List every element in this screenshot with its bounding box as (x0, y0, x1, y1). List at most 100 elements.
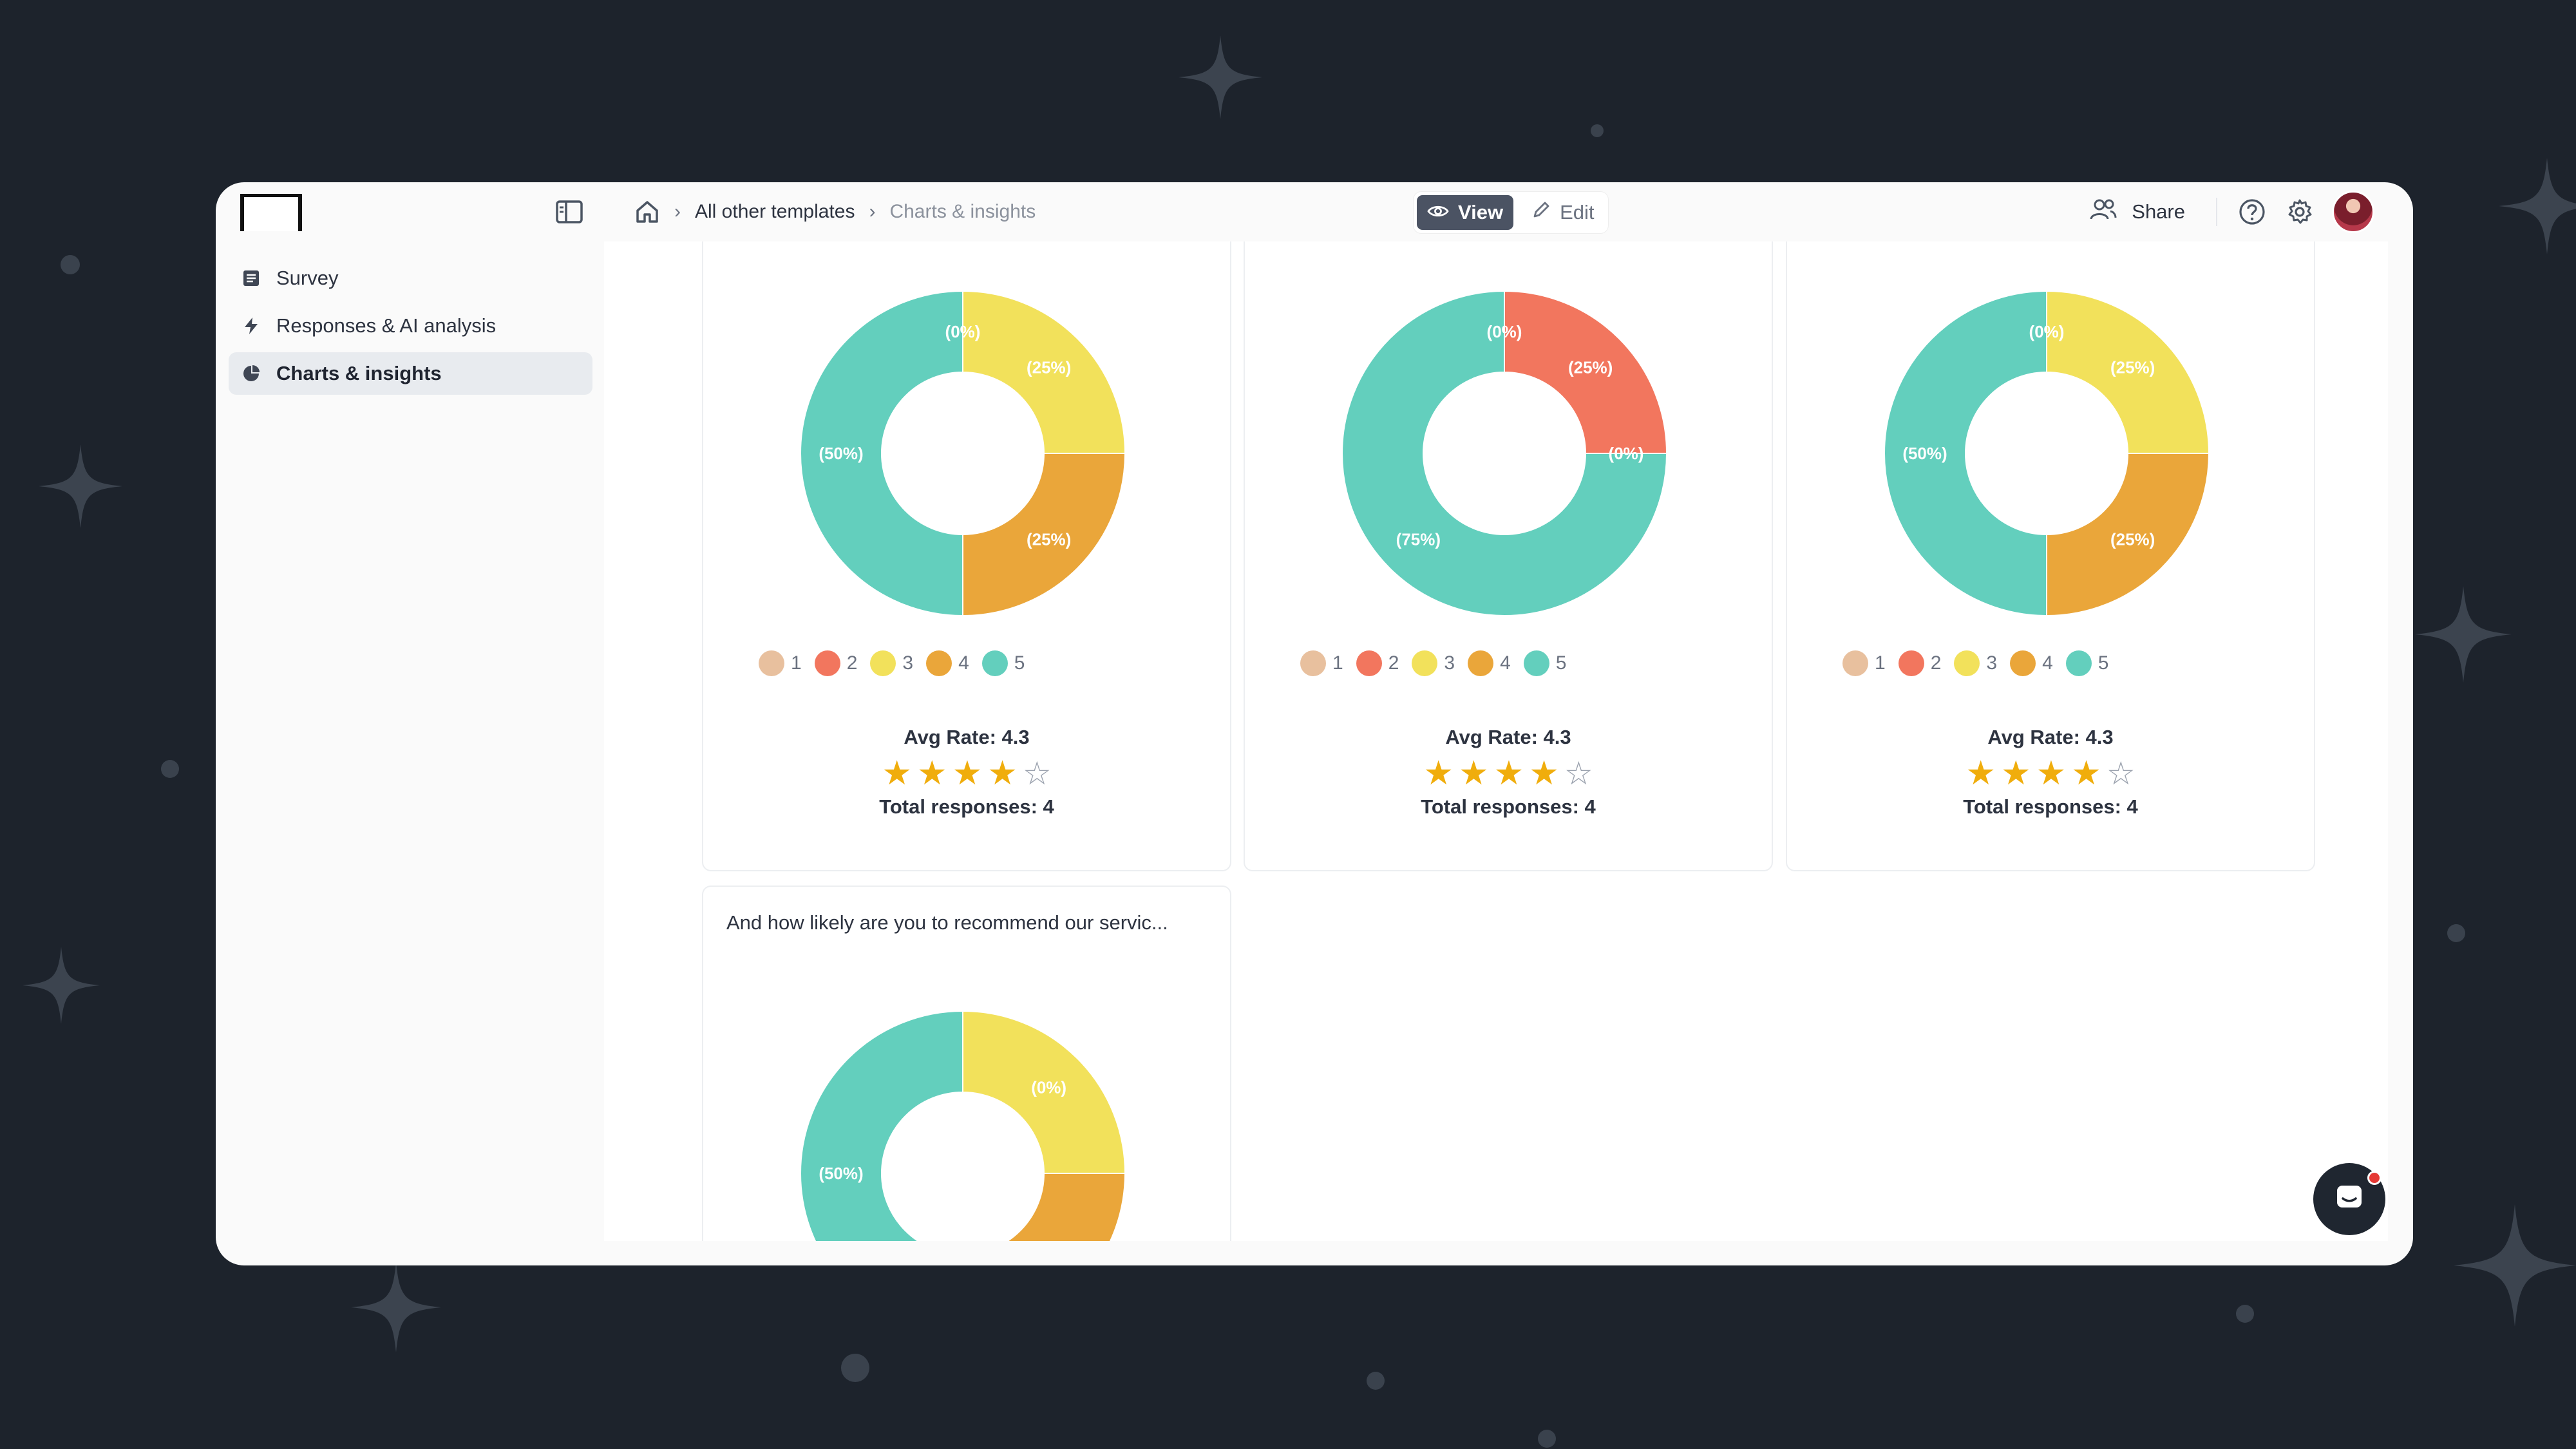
dot-decoration (2236, 1305, 2254, 1323)
segment-label: (75%) (1396, 530, 1441, 549)
star-filled-icon: ★ (1493, 755, 1524, 792)
donut-chart: (0%) (25%) (25%) (50%) (1884, 290, 2210, 617)
legend-label: 1 (1875, 652, 1886, 674)
sparkle-decoration (1179, 35, 1262, 119)
star-empty-icon: ☆ (2106, 755, 2136, 791)
sparkle-decoration (2415, 586, 2512, 683)
sparkle-decoration (2499, 158, 2576, 254)
star-filled-icon: ★ (1529, 755, 1559, 792)
legend-item[interactable]: 4 (926, 650, 969, 676)
donut-segment[interactable] (800, 290, 963, 617)
donut-segment[interactable] (1504, 290, 1668, 454)
edit-button[interactable]: Edit (1521, 195, 1604, 230)
rating-summary: Avg Rate: 4.3 ★ ★ ★ ★ ☆ Total responses: 4 (1245, 726, 1772, 819)
legend-item[interactable]: 2 (814, 650, 857, 676)
sidebar-toggle-icon[interactable] (555, 199, 583, 225)
sidebar: Survey Responses & AI analysis Charts & … (216, 242, 602, 1265)
segment-label: (0%) (945, 322, 981, 341)
legend-item[interactable]: 3 (1954, 650, 1997, 676)
chart-card: (0%) (25%) (0%) (75%) 1 2 3 4 5 Avg Rate: 4… (1244, 242, 1773, 871)
star-empty-icon: ☆ (1022, 755, 1052, 791)
chevron-right-icon: › (869, 201, 876, 222)
segment-label: (25%) (2110, 530, 2155, 549)
donut-segment[interactable] (2046, 453, 2210, 617)
legend-item[interactable]: 1 (759, 650, 802, 676)
share-label: Share (2132, 200, 2185, 223)
legend-swatch (1356, 650, 1382, 676)
dot-decoration (1367, 1372, 1385, 1390)
segment-label: (0%) (1487, 322, 1522, 341)
legend-swatch (759, 650, 784, 676)
legend-label: 4 (2042, 652, 2053, 674)
legend-item[interactable]: 4 (1468, 650, 1511, 676)
total-responses: Total responses: 4 (1421, 795, 1596, 818)
star-rating: ★ ★ ★ ★ ☆ (703, 757, 1230, 790)
star-filled-icon: ★ (1423, 755, 1454, 792)
chat-launcher-button[interactable] (2313, 1163, 2385, 1235)
total-responses: Total responses: 4 (879, 795, 1054, 818)
dot-decoration (161, 760, 179, 778)
sparkle-decoration (39, 444, 122, 528)
legend-item[interactable]: 3 (1412, 650, 1455, 676)
sidebar-item-responses[interactable]: Responses & AI analysis (229, 305, 592, 347)
share-button[interactable]: Share (2089, 198, 2185, 226)
dot-decoration (61, 255, 80, 274)
donut-segment[interactable] (800, 1010, 963, 1241)
legend-item[interactable]: 3 (870, 650, 913, 676)
chart-card: (0%) (25%) (25%) (50%) 1 2 3 4 5 Avg Rate: … (702, 242, 1231, 871)
donut-segment[interactable] (963, 1173, 1126, 1241)
sidebar-item-label: Charts & insights (276, 362, 442, 384)
gear-icon[interactable] (2284, 196, 2315, 227)
charts-panel: (0%) (25%) (25%) (50%) 1 2 3 4 5 Avg Rate: … (604, 242, 2388, 1241)
legend-label: 1 (1332, 652, 1343, 674)
donut-segment[interactable] (962, 290, 1126, 454)
legend-swatch (1523, 650, 1549, 676)
star-filled-icon: ★ (952, 755, 983, 792)
sparkle-decoration (2454, 1204, 2576, 1327)
segment-label: (25%) (2110, 357, 2155, 377)
legend-swatch (981, 650, 1008, 676)
legend-label: 3 (1444, 652, 1455, 674)
donut-chart: (0%) (25%) (0%) (75%) (1341, 290, 1668, 616)
legend-item[interactable]: 1 (1842, 650, 1886, 676)
logo[interactable] (240, 194, 302, 231)
notification-badge (2367, 1171, 2382, 1185)
donut-segment[interactable] (962, 453, 1126, 617)
legend-item[interactable]: 2 (1356, 650, 1399, 676)
users-icon (2089, 198, 2117, 226)
legend-item[interactable]: 5 (981, 650, 1025, 676)
divider (2216, 198, 2217, 226)
eye-icon (1427, 201, 1449, 224)
legend-item[interactable]: 2 (1898, 650, 1941, 676)
donut-chart: (0%)(25%)(50%) (800, 1010, 1126, 1241)
star-filled-icon: ★ (2036, 755, 2067, 792)
donut-segment[interactable] (1884, 290, 2047, 617)
star-filled-icon: ★ (987, 755, 1018, 792)
help-icon[interactable] (2237, 196, 2268, 227)
donut-segment[interactable] (2046, 290, 2210, 454)
view-button[interactable]: View (1417, 195, 1514, 230)
chart-card: And how likely are you to recommend our … (702, 886, 1231, 1241)
legend-item[interactable]: 1 (1300, 650, 1343, 676)
breadcrumb-parent[interactable]: All other templates (695, 201, 855, 222)
legend-label: 5 (1555, 652, 1567, 674)
rating-summary: Avg Rate: 4.3 ★ ★ ★ ★ ☆ Total responses: 4 (703, 726, 1230, 819)
chart-card: (0%) (25%) (25%) (50%) 1 2 3 4 5 Avg Rate: … (1786, 242, 2315, 871)
chart-legend: 1 2 3 4 5 (759, 650, 1025, 676)
star-filled-icon: ★ (2000, 755, 2031, 792)
legend-swatch (926, 650, 952, 676)
donut-segment[interactable] (962, 1010, 1126, 1174)
sidebar-item-survey[interactable]: Survey (229, 257, 592, 299)
sidebar-item-charts[interactable]: Charts & insights (229, 352, 592, 395)
legend-swatch (814, 650, 840, 676)
legend-item[interactable]: 5 (2065, 650, 2108, 676)
legend-item[interactable]: 4 (2010, 650, 2053, 676)
legend-item[interactable]: 5 (1523, 650, 1567, 676)
avatar[interactable] (2332, 191, 2374, 233)
pie-chart-icon (242, 364, 261, 383)
home-icon[interactable] (634, 199, 660, 225)
rating-summary: Avg Rate: 4.3 ★ ★ ★ ★ ☆ Total responses: 4 (1787, 726, 2314, 819)
donut-segment[interactable] (1341, 290, 1668, 616)
legend-label: 3 (1986, 652, 1998, 674)
segment-label: (25%) (1027, 357, 1071, 377)
